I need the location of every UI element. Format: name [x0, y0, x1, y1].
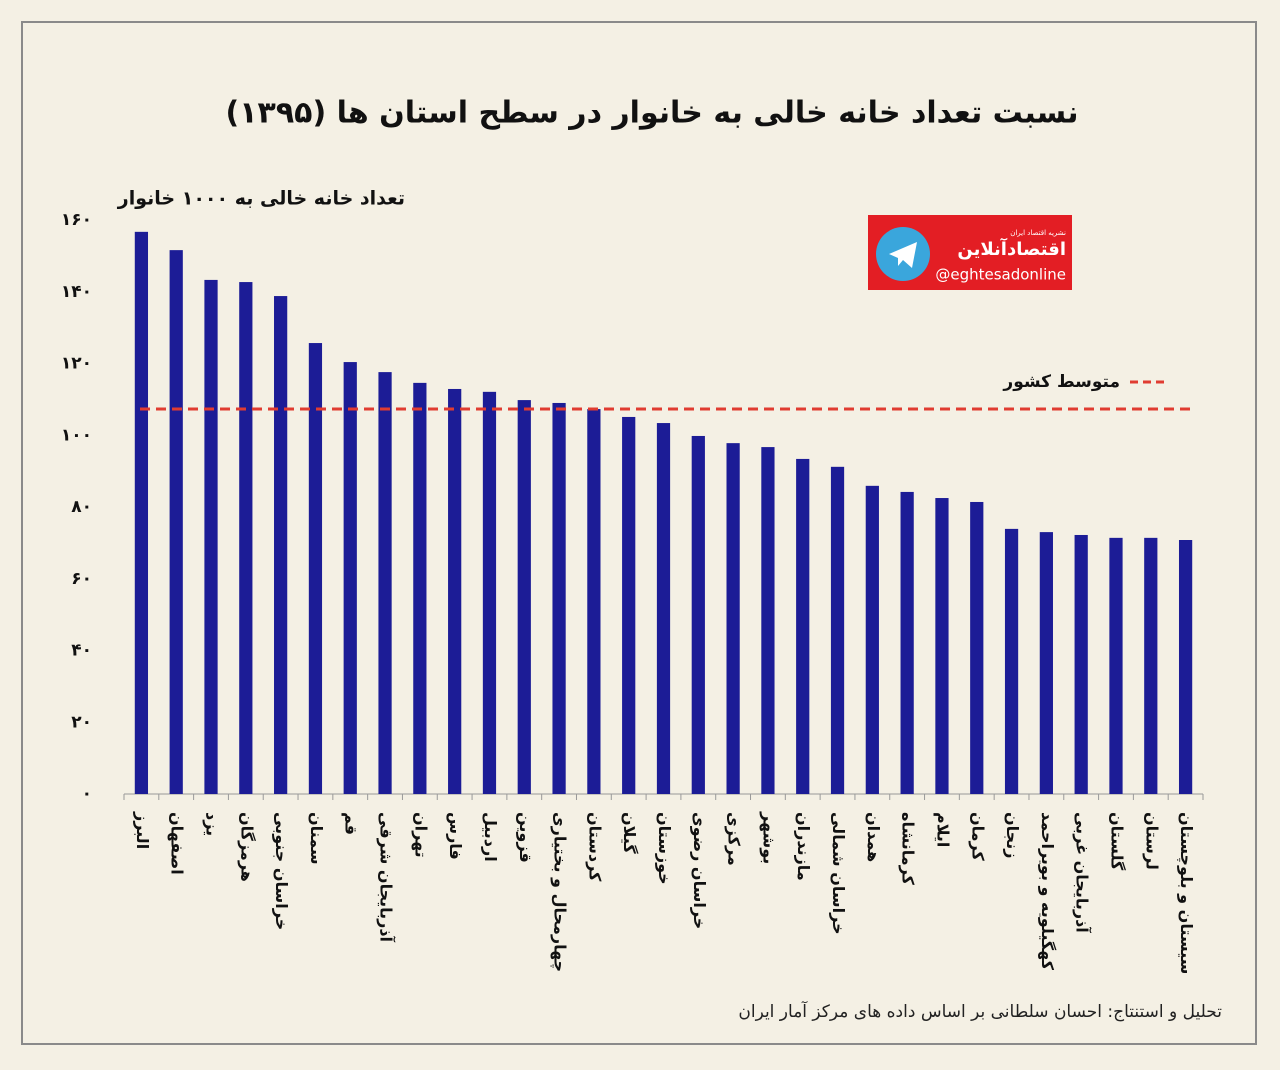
bar: [691, 435, 705, 794]
x-tick-label: کردستان: [585, 812, 604, 882]
x-tick-label: یزد: [203, 812, 222, 836]
bar: [413, 382, 427, 794]
bar: [1039, 532, 1053, 794]
x-tick-label: سمنان: [307, 812, 326, 865]
x-tick-label: فارس: [446, 812, 465, 860]
x-tick-label: آذربایجان شرقی: [377, 812, 397, 943]
x-tick-label: کرمانشاه: [899, 812, 918, 886]
x-tick-label: اصفهان: [168, 812, 187, 875]
y-axis-label: تعداد خانه خالی به ۱۰۰۰ خانوار: [117, 188, 405, 210]
logo: نشریه اقتصاد ایران اقتصادآنلاین @eghtesa…: [868, 215, 1072, 290]
x-tick-label: آذربایجان غربی: [1073, 812, 1093, 933]
legend-label: متوسط کشور: [1002, 372, 1120, 392]
bar: [587, 409, 601, 794]
logo-subtitle: نشریه اقتصاد ایران: [1010, 229, 1066, 237]
x-tick-label: تهران: [411, 812, 430, 858]
bar: [134, 231, 149, 794]
bar: [1074, 534, 1088, 794]
x-tick-label: لرستان: [1142, 812, 1161, 870]
bar: [726, 443, 740, 794]
bar: [1109, 537, 1123, 794]
x-tick-label: اردبیل: [481, 812, 500, 862]
y-tick-label: ۴۰: [71, 641, 92, 661]
x-tick-label: چهارمحال و بختیاری: [550, 812, 570, 972]
bar: [343, 362, 357, 794]
bar: [1144, 537, 1158, 794]
bar: [204, 279, 218, 794]
x-tick-label: قم: [342, 812, 361, 835]
x-tick-label: گیلان: [620, 812, 639, 854]
bar: [448, 388, 462, 794]
bar: [552, 402, 566, 794]
x-tick-label: هرمزگان: [237, 812, 256, 882]
y-tick-label: ۱۶۰: [61, 210, 92, 230]
bar: [169, 250, 183, 794]
y-tick-label: ۸۰: [71, 497, 92, 517]
y-tick-label: ۰: [82, 784, 92, 804]
y-tick-label: ۲۰: [71, 712, 92, 732]
bar: [865, 485, 879, 794]
x-tick-label: خراسان شمالی: [829, 812, 848, 935]
source-note: تحلیل و استنتاج: احسان سلطانی بر اساس دا…: [738, 1000, 1222, 1022]
x-tick-label: خراسان جنوبی: [272, 812, 291, 930]
x-tick-label: قزوین: [516, 812, 535, 863]
bar: [308, 343, 323, 794]
bar: [274, 296, 288, 794]
chart-title: نسبت تعداد خانه خالی به خانوار در سطح اس…: [226, 96, 1079, 131]
x-tick-label: مازندران: [794, 812, 813, 881]
bar: [1004, 528, 1019, 794]
bar: [970, 501, 984, 794]
logo-handle: @eghtesadonline: [935, 266, 1066, 284]
x-tick-label: خوزستان: [655, 812, 674, 885]
x-tick-label: مرکزی: [725, 812, 744, 866]
bar: [517, 400, 531, 794]
x-tick-label: گلستان: [1107, 812, 1126, 871]
y-tick-label: ۶۰: [71, 569, 92, 589]
y-tick-label: ۱۲۰: [61, 354, 92, 374]
bar: [796, 458, 810, 794]
x-tick-label: بوشهر: [759, 811, 778, 864]
x-tick-label: کرمان: [968, 812, 987, 862]
bar: [1178, 540, 1193, 794]
bar: [830, 466, 845, 794]
frame: [21, 21, 1257, 1045]
x-tick-label: البرز: [133, 811, 152, 849]
logo-plane: [889, 242, 917, 268]
x-tick-label: همدان: [864, 812, 883, 862]
bar: [482, 391, 497, 794]
x-tick-label: کهگیلویه و بویراحمد: [1038, 812, 1057, 971]
y-tick-label: ۱۰۰: [61, 425, 92, 445]
bar: [622, 416, 636, 794]
logo-name: اقتصادآنلاین: [957, 237, 1066, 260]
bar: [935, 498, 949, 794]
bar: [378, 372, 392, 794]
bar: [900, 491, 914, 794]
y-tick-label: ۱۴۰: [61, 282, 92, 302]
x-tick-label: زنجان: [1003, 812, 1022, 858]
bar: [761, 447, 775, 794]
bar: [239, 282, 253, 794]
x-tick-label: خراسان رضوی: [690, 812, 709, 929]
bar: [656, 423, 671, 794]
x-tick-label: ایلام: [933, 812, 952, 847]
x-tick-label: سیستان و بلوچستان: [1176, 812, 1196, 974]
